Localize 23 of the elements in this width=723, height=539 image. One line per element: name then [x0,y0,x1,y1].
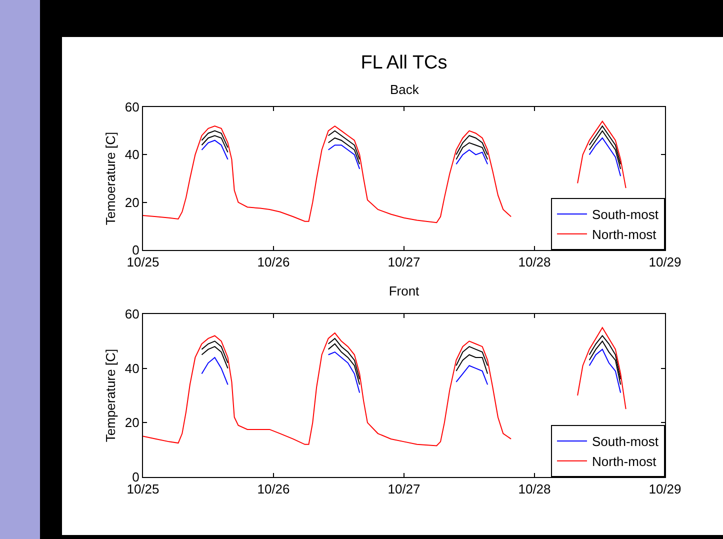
chart-subtitle: Back [390,82,420,97]
x-tick-label: 10/28 [518,254,551,270]
chart-title: FL All TCs [360,52,448,74]
chart-title: Front [388,284,420,299]
y-tick-label: 60 [124,306,140,322]
y-tick-label: 40 [124,147,140,162]
x-tick-label: 10/26 [257,482,290,497]
y-tick-label: 40 [124,360,140,376]
legend-label: North-most [592,454,657,469]
y-tick-label: 20 [124,415,140,430]
legend-label: South-most [592,207,659,222]
y-tick-label: 20 [124,194,140,210]
x-tick-label: 10/27 [388,254,420,270]
y-tick-label: 60 [124,100,140,115]
y-axis-title: Temperature [C] [102,348,118,442]
x-tick-label: 10/29 [648,254,682,270]
x-tick-label: 10/26 [257,254,290,270]
legend-label: North-most [592,226,657,242]
x-tick-label: 10/29 [648,482,682,497]
x-tick-label: 10/28 [518,482,551,497]
y-axis-title: Temoerature [C] [102,132,118,226]
x-tick-label: 10/27 [388,482,420,497]
legend-label: South-most [592,434,659,450]
